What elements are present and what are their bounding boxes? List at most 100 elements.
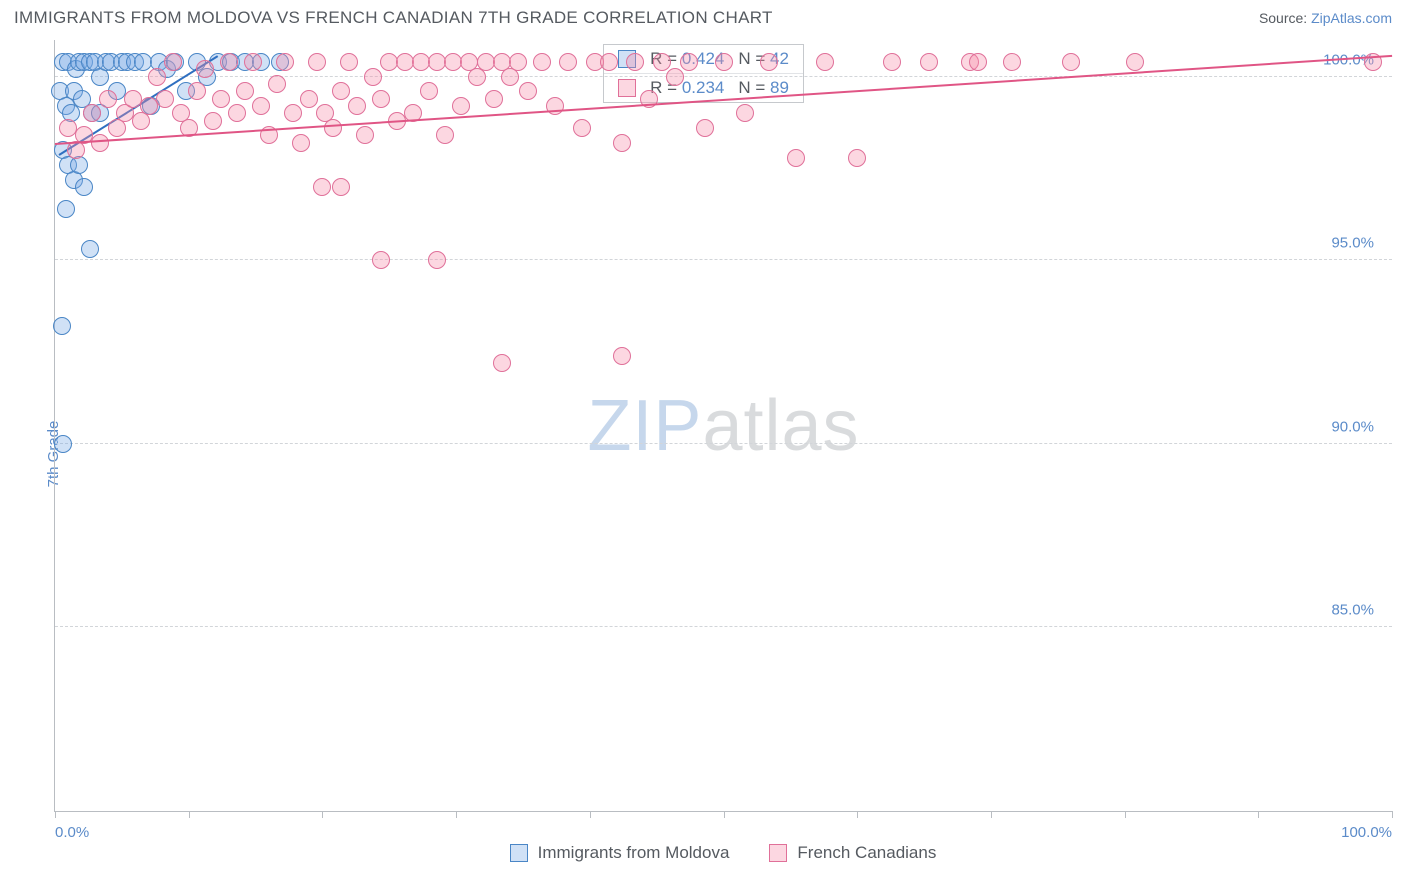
data-point	[99, 90, 117, 108]
gridline	[55, 259, 1392, 260]
data-point	[228, 104, 246, 122]
data-point	[715, 53, 733, 71]
legend-swatch	[769, 844, 787, 862]
data-point	[364, 68, 382, 86]
data-point	[920, 53, 938, 71]
data-point	[848, 149, 866, 167]
data-point	[91, 134, 109, 152]
data-point	[696, 119, 714, 137]
data-point	[284, 104, 302, 122]
data-point	[519, 82, 537, 100]
data-point	[348, 97, 366, 115]
data-point	[244, 53, 262, 71]
data-point	[236, 82, 254, 100]
plot-region: ZIPatlas R = 0.424N = 42R = 0.234N = 89 …	[54, 40, 1392, 812]
watermark-atlas: atlas	[702, 386, 859, 466]
data-point	[787, 149, 805, 167]
data-point	[308, 53, 326, 71]
x-tick	[1258, 811, 1259, 818]
data-point	[75, 178, 93, 196]
x-tick	[590, 811, 591, 818]
data-point	[969, 53, 987, 71]
legend-label: French Canadians	[797, 843, 936, 863]
data-point	[1003, 53, 1021, 71]
data-point	[81, 240, 99, 258]
data-point	[420, 82, 438, 100]
data-point	[485, 90, 503, 108]
data-point	[509, 53, 527, 71]
legend-item: French Canadians	[769, 843, 936, 863]
legend-swatch	[510, 844, 528, 862]
data-point	[196, 60, 214, 78]
data-point	[816, 53, 834, 71]
x-tick	[1392, 811, 1393, 818]
legend-item: Immigrants from Moldova	[510, 843, 730, 863]
data-point	[188, 82, 206, 100]
chart-area: 7th Grade ZIPatlas R = 0.424N = 42R = 0.…	[14, 40, 1392, 868]
data-point	[276, 53, 294, 71]
data-point	[54, 435, 72, 453]
data-point	[613, 347, 631, 365]
stat-r-label: R = 0.234	[650, 78, 724, 98]
data-point	[324, 119, 342, 137]
data-point	[436, 126, 454, 144]
watermark: ZIPatlas	[587, 385, 859, 467]
data-point	[883, 53, 901, 71]
data-point	[533, 53, 551, 71]
gridline	[55, 76, 1392, 77]
legend-swatch	[618, 79, 636, 97]
data-point	[356, 126, 374, 144]
x-tick	[991, 811, 992, 818]
source-link[interactable]: ZipAtlas.com	[1311, 10, 1392, 26]
data-point	[164, 53, 182, 71]
data-point	[760, 53, 778, 71]
x-tick	[857, 811, 858, 818]
data-point	[204, 112, 222, 130]
data-point	[252, 97, 270, 115]
x-tick	[456, 811, 457, 818]
data-point	[680, 53, 698, 71]
x-tick	[189, 811, 190, 818]
data-point	[653, 53, 671, 71]
source-prefix: Source:	[1259, 10, 1311, 26]
data-point	[313, 178, 331, 196]
legend-label: Immigrants from Moldova	[538, 843, 730, 863]
data-point	[292, 134, 310, 152]
chart-title: IMMIGRANTS FROM MOLDOVA VS FRENCH CANADI…	[14, 8, 773, 28]
data-point	[372, 90, 390, 108]
watermark-zip: ZIP	[587, 386, 702, 466]
x-tick	[724, 811, 725, 818]
data-point	[57, 200, 75, 218]
data-point	[428, 251, 446, 269]
data-point	[573, 119, 591, 137]
chart-header: IMMIGRANTS FROM MOLDOVA VS FRENCH CANADI…	[0, 0, 1406, 34]
gridline	[55, 443, 1392, 444]
gridline	[55, 626, 1392, 627]
series-legend: Immigrants from Moldova French Canadians	[54, 838, 1392, 868]
data-point	[83, 104, 101, 122]
x-tick	[1125, 811, 1126, 818]
x-tick	[55, 811, 56, 818]
data-point	[559, 53, 577, 71]
data-point	[212, 90, 230, 108]
data-point	[300, 90, 318, 108]
data-point	[1126, 53, 1144, 71]
data-point	[493, 354, 511, 372]
y-tick-label: 95.0%	[1327, 235, 1378, 252]
data-point	[332, 178, 350, 196]
data-point	[148, 68, 166, 86]
data-point	[220, 53, 238, 71]
data-point	[340, 53, 358, 71]
chart-source: Source: ZipAtlas.com	[1259, 10, 1392, 26]
data-point	[613, 134, 631, 152]
y-tick-label: 85.0%	[1327, 602, 1378, 619]
data-point	[268, 75, 286, 93]
data-point	[332, 82, 350, 100]
data-point	[1062, 53, 1080, 71]
data-point	[666, 68, 684, 86]
x-tick	[322, 811, 323, 818]
data-point	[600, 53, 618, 71]
y-tick-label: 90.0%	[1327, 418, 1378, 435]
data-point	[736, 104, 754, 122]
data-point	[53, 317, 71, 335]
